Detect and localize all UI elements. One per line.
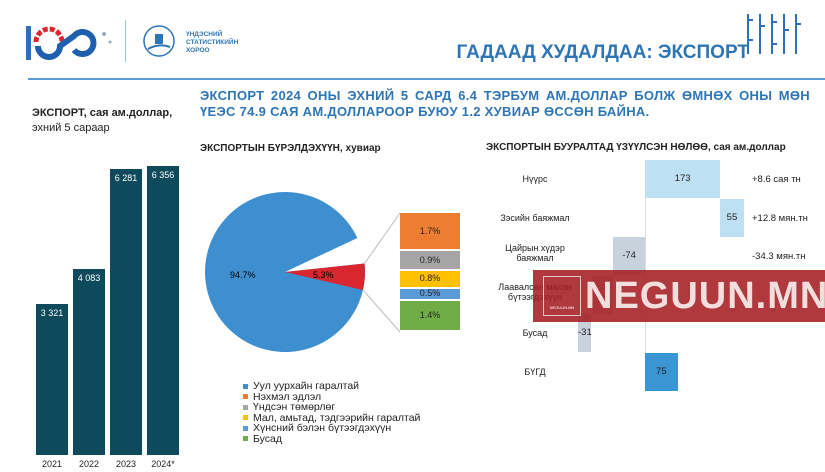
bar (73, 269, 105, 455)
breakdown-segment: 0.8% (400, 271, 460, 288)
legend-item: Бусад (243, 432, 283, 445)
impact-bar: 75 (645, 352, 678, 391)
org-line: ХОРОО (186, 47, 210, 54)
legend-item: Уул уурхайн гаралтай (243, 381, 359, 392)
bar-value-label: 6 356 (151, 170, 175, 180)
pie-label: 94.7% (230, 270, 256, 280)
pie-label: 5.3% (313, 270, 334, 280)
callout-line (364, 212, 401, 264)
impact-bar: 173 (645, 160, 721, 198)
legend-label: Үндсэн төмөрлөг (253, 401, 336, 413)
bar-value-label: 6 281 (114, 173, 138, 184)
breakdown-segment: 1.7% (400, 213, 460, 250)
x-tick-label: 2024* (151, 459, 175, 469)
impact-note: +8.6 сая тн (752, 174, 801, 185)
header-divider (28, 78, 825, 80)
legend-label: Хүнсний бэлэн бүтээгдэхүүн (253, 422, 392, 434)
legend-label: Бусад (253, 432, 283, 445)
impact-note: -34.3 мян.тн (752, 251, 806, 262)
category-label: Цайрын хүдэр баяжмал (505, 243, 565, 263)
pie-slice (285, 263, 365, 290)
legend-label: Мал, амьтад, тэдгээрийн гаралтай (253, 411, 421, 424)
impact-note: +12.8 мян.тн (752, 212, 808, 224)
legend-item: Хүнсний бэлэн бүтээгдэхүүн (243, 423, 391, 434)
watermark-banner (533, 270, 825, 322)
nso-emblem-icon (143, 25, 175, 57)
bar-value-label: 4 083 (77, 273, 101, 284)
page-title: ГАДААД ХУДАЛДАА: ЭКСПОРТ (456, 42, 749, 63)
header-separator (125, 20, 126, 62)
export-chart-title: ЭКСПОРТ, сая ам.доллар, (32, 107, 173, 119)
impact-bar: -74 (613, 237, 646, 275)
legend-swatch (243, 436, 248, 442)
bar (147, 166, 179, 455)
breakdown-segment: 1.4% (400, 300, 460, 330)
x-tick-label: 2022 (78, 459, 100, 469)
watermark-text: NEGUUN.MN (585, 275, 825, 317)
org-line: СТАТИСТИКИЙН (186, 39, 239, 46)
legend-swatch (243, 425, 248, 431)
category-label: Бусад (522, 328, 548, 338)
breakdown-segment: 0.5% (400, 289, 460, 299)
impact-bar: -31 (578, 314, 592, 352)
composition-pie-chart: 94.7% 5.3% (205, 192, 401, 353)
legend-item: Мал, амьтад, тэдгээрийн гаралтай (243, 411, 421, 424)
watermark-logo-text: NEGUUN.MN (549, 305, 575, 310)
legend-label: Нэхмэл эдлэл (253, 390, 322, 403)
org-line: ҮНДЭСНИЙ (186, 31, 223, 38)
impact-bar: 55 (720, 198, 744, 237)
legend-swatch (243, 394, 248, 400)
legend-label: Уул уурхайн гаралтай (253, 380, 360, 392)
legend-item: Үндсэн төмөрлөг (243, 402, 335, 413)
org-name: ҮНДЭСНИЙ СТАТИСТИКИЙН ХОРОО (186, 31, 238, 55)
category-label: Нүүрс (522, 174, 548, 184)
category-label: БҮГД (524, 366, 546, 377)
legend-item: Нэхмэл эдлэл (243, 390, 322, 403)
pie-slice (205, 192, 365, 353)
legend-swatch (243, 404, 248, 410)
legend-swatch (243, 383, 248, 389)
headline: ЭКСПОРТ 2024 ОНЫ ЭХНИЙ 5 САРД 6.4 ТЭРБУМ… (200, 88, 810, 119)
watermark-logo-icon (543, 276, 581, 316)
legend-swatch (243, 415, 248, 421)
breakdown-segment: 0.9% (400, 251, 460, 270)
x-tick-label: 2023 (115, 459, 137, 469)
impact-chart-title: ЭКСПОРТЫН БУУРАЛТАД ҮЗҮҮЛСЭН НӨЛӨӨ, сая … (486, 142, 786, 153)
export-chart-subtitle: эхний 5 сараар (32, 122, 110, 134)
pie-chart-title: ЭКСПОРТЫН БҮРЭЛДЭХҮҮН, хувиар (200, 143, 381, 154)
bar (110, 169, 142, 455)
x-tick-label: 2021 (41, 459, 63, 469)
category-label: Зэсийн баяжмал (500, 212, 570, 223)
centenary-logo (26, 26, 112, 60)
bar-value-label: 3 321 (40, 307, 64, 318)
callout-line (362, 289, 401, 333)
bar (36, 303, 68, 455)
mongol-script-logo (747, 14, 801, 54)
